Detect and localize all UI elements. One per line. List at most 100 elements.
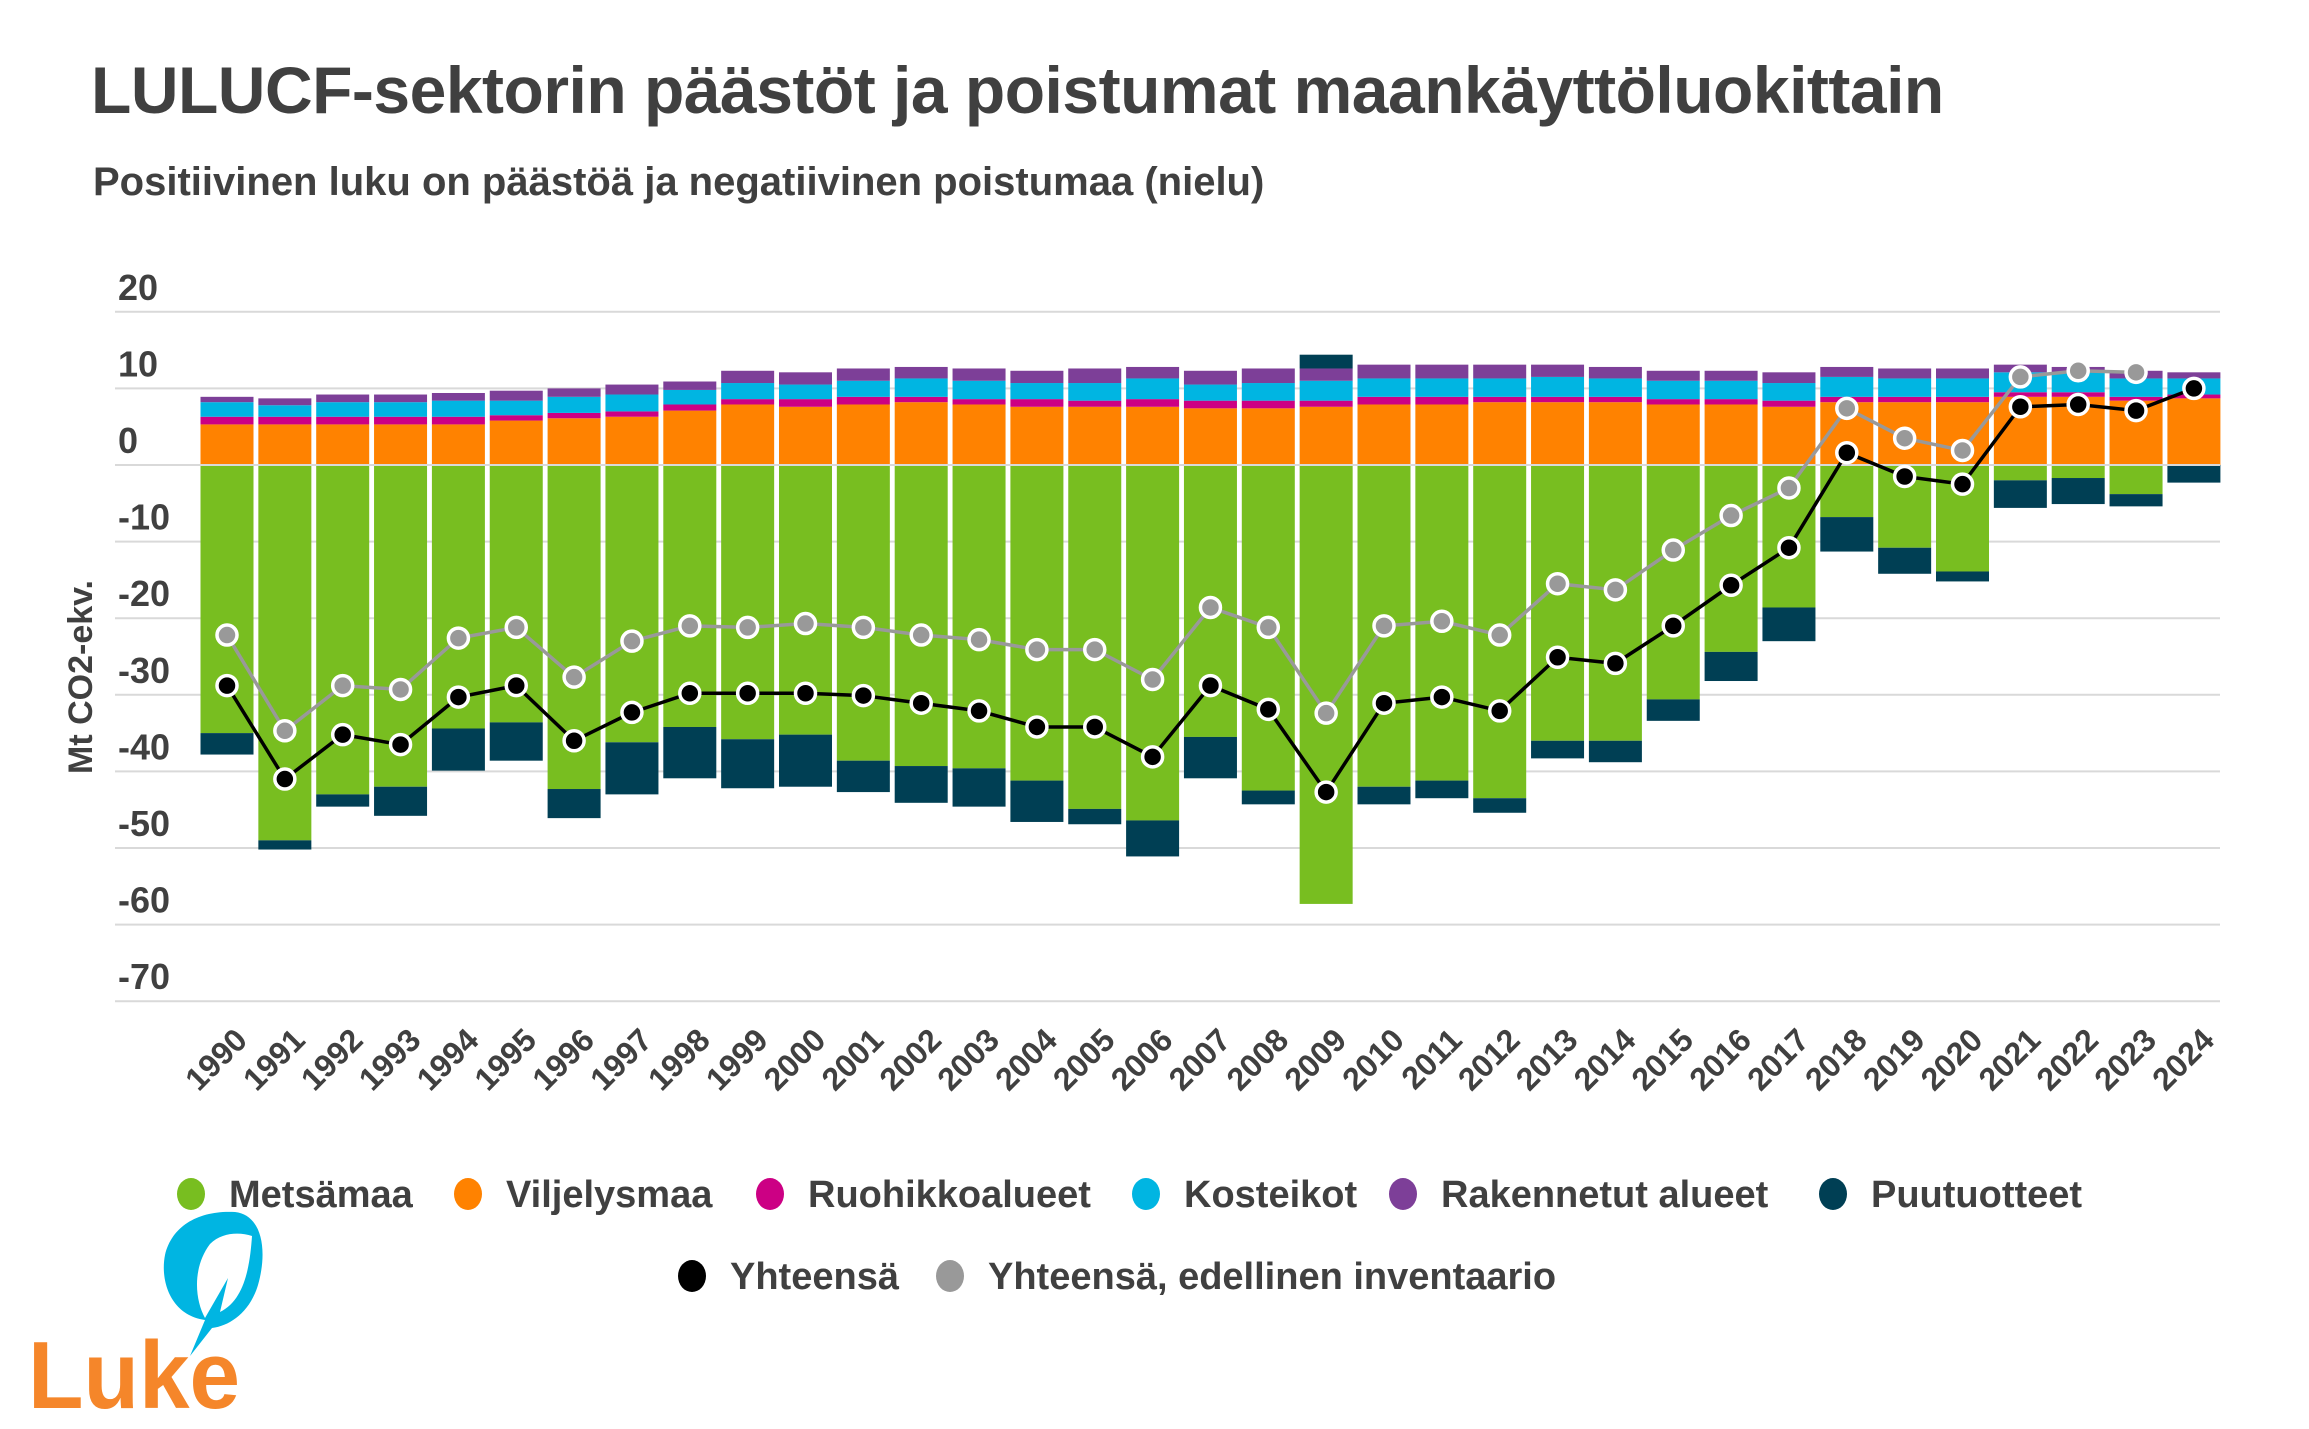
point-previous-total-2006	[1140, 667, 1165, 692]
x-tick-label: 1993	[352, 1021, 428, 1097]
bar-viljelysmaa-2016	[1704, 404, 1758, 465]
bar-kosteikot-2001	[836, 380, 890, 397]
bar-viljelysmaa-1992	[316, 424, 370, 465]
bar-rakennetut-alueet-2002	[894, 366, 948, 379]
bar-rakennetut-alueet-2005	[1068, 368, 1122, 384]
point-total-2002	[909, 691, 933, 715]
bar-kosteikot-1996	[547, 396, 601, 413]
chart-title: LULUCF-sektorin päästöt ja poistumat maa…	[91, 53, 1944, 127]
bar-puutuotteet-1994	[431, 728, 485, 771]
y-tick-label: 10	[118, 343, 158, 384]
bar-ruohikkoalueet-2012	[1473, 396, 1527, 403]
y-tick-label: -50	[118, 803, 170, 844]
x-tick-label: 2004	[988, 1021, 1064, 1097]
point-previous-total-1994	[446, 626, 471, 650]
bar-rakennetut-alueet-2017	[1762, 372, 1816, 384]
point-total-2017	[1777, 535, 1801, 560]
x-tick-label: 2021	[1972, 1021, 2048, 1097]
point-total-2016	[1719, 573, 1743, 598]
bar-puutuotteet-2001	[836, 760, 890, 793]
point-total-2023	[2124, 398, 2148, 423]
bar-viljelysmaa-2024	[2167, 398, 2221, 465]
bar-viljelysmaa-2013	[1531, 402, 1585, 465]
bar-viljelysmaa-2012	[1473, 402, 1527, 465]
bar-rakennetut-alueet-1994	[431, 392, 485, 401]
point-total-1996	[562, 729, 586, 753]
point-previous-total-1992	[330, 673, 355, 698]
x-tick-label: 2009	[1277, 1021, 1353, 1097]
bar-mets-maa-2013	[1531, 465, 1585, 741]
y-tick-label: -70	[118, 956, 170, 997]
bar-rakennetut-alueet-1997	[605, 384, 659, 395]
bar-kosteikot-1992	[316, 402, 370, 417]
legend-item: Rakennetut alueet	[1441, 1174, 1769, 1216]
bar-rakennetut-alueet-2020	[1936, 368, 1989, 379]
bar-kosteikot-2004	[1010, 383, 1064, 400]
luke-logo: Luke	[28, 1211, 263, 1429]
bar-puutuotteet-2006	[1126, 820, 1180, 857]
point-total-2020	[1950, 472, 1975, 496]
bar-ruohikkoalueet-2008	[1241, 400, 1295, 409]
point-previous-total-2003	[967, 627, 991, 652]
bar-viljelysmaa-1998	[663, 410, 717, 465]
point-total-1991	[273, 767, 297, 791]
bar-ruohikkoalueet-2023	[2109, 396, 2163, 401]
bar-puutuotteet-2008	[1241, 790, 1295, 805]
x-axis-ticks: 1990199119921993199419951996199719981999…	[178, 1021, 2221, 1097]
bar-puutuotteet-2023	[2109, 494, 2163, 507]
point-previous-total-2007	[1198, 595, 1223, 620]
point-total-2012	[1487, 699, 1512, 723]
y-tick-label: -10	[118, 497, 170, 538]
x-tick-label: 2008	[1219, 1021, 1295, 1097]
point-previous-total-2015	[1661, 538, 1685, 562]
bar-ruohikkoalueet-2009	[1299, 400, 1353, 407]
x-tick-label: 2007	[1162, 1021, 1238, 1097]
bar-viljelysmaa-2017	[1762, 406, 1816, 465]
bar-kosteikot-2005	[1068, 383, 1122, 401]
bar-kosteikot-2003	[952, 380, 1006, 400]
point-previous-total-2002	[909, 623, 933, 647]
point-previous-total-2017	[1777, 476, 1801, 500]
point-total-2013	[1545, 645, 1570, 670]
bar-ruohikkoalueet-2011	[1415, 396, 1469, 405]
bar-viljelysmaa-2001	[836, 404, 890, 465]
x-tick-label: 2013	[1509, 1021, 1585, 1097]
bar-puutuotteet-2014	[1588, 740, 1642, 763]
bar-kosteikot-2007	[1183, 384, 1237, 401]
point-previous-total-2018	[1835, 396, 1859, 421]
x-tick-label: 2003	[930, 1021, 1006, 1097]
bar-viljelysmaa-2010	[1357, 404, 1411, 465]
bar-viljelysmaa-2015	[1646, 404, 1700, 465]
point-previous-total-2011	[1430, 609, 1454, 634]
point-previous-total-1990	[215, 623, 239, 647]
y-tick-label: -40	[118, 726, 170, 767]
bar-ruohikkoalueet-2006	[1126, 399, 1180, 407]
bar-rakennetut-alueet-1991	[258, 398, 312, 406]
x-tick-label: 1995	[467, 1021, 543, 1097]
bar-ruohikkoalueet-2007	[1183, 400, 1237, 409]
bar-rakennetut-alueet-2009	[1299, 368, 1353, 381]
bar-rakennetut-alueet-2007	[1183, 370, 1237, 385]
x-tick-label: 2011	[1394, 1021, 1469, 1096]
x-tick-label: 2014	[1567, 1021, 1643, 1097]
point-previous-total-1995	[504, 615, 528, 640]
x-tick-label: 2024	[2145, 1021, 2221, 1097]
bar-puutuotteet-2017	[1762, 607, 1816, 642]
x-tick-label: 2017	[1740, 1021, 1816, 1097]
bar-puutuotteet-1996	[547, 789, 601, 819]
bar-kosteikot-2002	[894, 378, 948, 397]
point-total-2009	[1314, 780, 1338, 804]
bar-rakennetut-alueet-2006	[1126, 366, 1180, 379]
bar-mets-maa-2005	[1068, 465, 1122, 809]
bar-rakennetut-alueet-2008	[1241, 368, 1295, 384]
bar-kosteikot-2012	[1473, 378, 1527, 397]
bar-viljelysmaa-1999	[721, 404, 775, 465]
bar-rakennetut-alueet-1993	[374, 394, 428, 403]
point-total-2011	[1430, 685, 1454, 709]
point-previous-total-2023	[2124, 360, 2148, 385]
bar-kosteikot-2019	[1878, 378, 1932, 397]
legend-item: Yhteensä	[730, 1256, 900, 1298]
bar-puutuotteet-2010	[1357, 786, 1411, 805]
bar-puutuotteet-2003	[952, 768, 1006, 807]
